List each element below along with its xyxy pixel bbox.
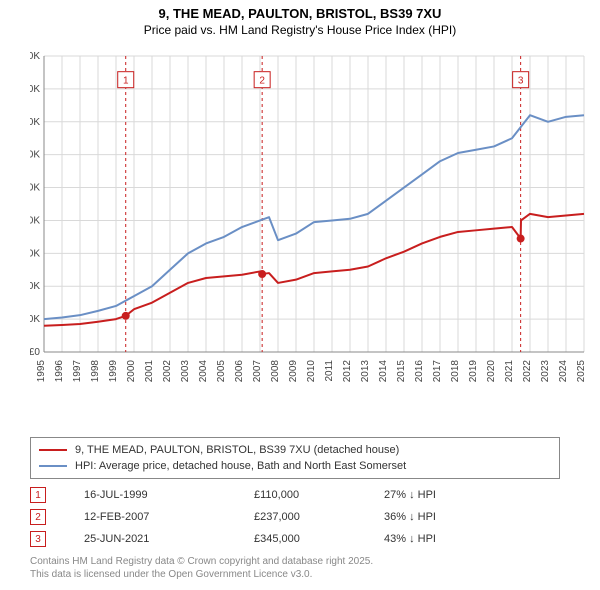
svg-text:2009: 2009 [288,360,299,383]
chart: £0 £100K £200K £300K £400K £500K £600K £700K £80… [30,52,590,392]
marker-number-icon: 2 [30,509,46,525]
table-row: 1 16-JUL-1999 £110,000 27% ↓ HPI [30,484,560,506]
svg-text:2012: 2012 [342,360,353,383]
svg-text:2004: 2004 [198,360,209,383]
sale-price: £237,000 [254,511,384,523]
sale-date: 12-FEB-2007 [84,511,254,523]
svg-text:1: 1 [123,76,129,87]
svg-text:2015: 2015 [396,360,407,383]
svg-text:£700K: £700K [30,117,40,128]
svg-text:2019: 2019 [468,360,479,383]
legend-item-price-paid: 9, THE MEAD, PAULTON, BRISTOL, BS39 7XU … [39,442,551,458]
svg-text:2005: 2005 [216,360,227,383]
legend-label: HPI: Average price, detached house, Bath… [75,460,406,472]
svg-text:£600K: £600K [30,150,40,161]
chart-title-line1: 9, THE MEAD, PAULTON, BRISTOL, BS39 7XU [0,0,600,21]
svg-text:£300K: £300K [30,248,40,259]
marker-number-icon: 1 [30,487,46,503]
svg-text:£100K: £100K [30,314,40,325]
legend: 9, THE MEAD, PAULTON, BRISTOL, BS39 7XU … [30,437,560,479]
sale-price: £345,000 [254,533,384,545]
legend-label: 9, THE MEAD, PAULTON, BRISTOL, BS39 7XU … [75,444,399,456]
sales-table: 1 16-JUL-1999 £110,000 27% ↓ HPI 2 12-FE… [30,484,560,550]
svg-text:£200K: £200K [30,281,40,292]
sale-hpi-diff: 43% ↓ HPI [384,533,504,545]
legend-item-hpi: HPI: Average price, detached house, Bath… [39,458,551,474]
svg-text:£800K: £800K [30,84,40,95]
table-row: 2 12-FEB-2007 £237,000 36% ↓ HPI [30,506,560,528]
svg-text:2014: 2014 [378,360,389,383]
table-row: 3 25-JUN-2021 £345,000 43% ↓ HPI [30,528,560,550]
svg-text:2003: 2003 [180,360,191,383]
svg-text:2023: 2023 [540,360,551,383]
svg-text:2018: 2018 [450,360,461,383]
svg-text:1998: 1998 [90,360,101,383]
chart-title-line2: Price paid vs. HM Land Registry's House … [0,21,600,37]
svg-text:1999: 1999 [108,360,119,383]
sale-price: £110,000 [254,489,384,501]
sale-hpi-diff: 36% ↓ HPI [384,511,504,523]
marker-number-icon: 3 [30,531,46,547]
sale-date: 16-JUL-1999 [84,489,254,501]
svg-text:£0: £0 [30,347,40,358]
svg-text:2013: 2013 [360,360,371,383]
svg-text:2010: 2010 [306,360,317,383]
svg-text:£400K: £400K [30,215,40,226]
svg-text:2006: 2006 [234,360,245,383]
svg-text:2002: 2002 [162,360,173,383]
svg-text:2011: 2011 [324,360,335,382]
svg-text:2: 2 [259,76,265,87]
svg-text:£500K: £500K [30,183,40,194]
svg-text:2001: 2001 [144,360,155,383]
sale-hpi-diff: 27% ↓ HPI [384,489,504,501]
svg-text:2020: 2020 [486,360,497,383]
svg-text:2007: 2007 [252,360,263,383]
svg-text:1997: 1997 [72,360,83,383]
footer-attribution: Contains HM Land Registry data © Crown c… [30,556,570,581]
svg-text:2008: 2008 [270,360,281,383]
svg-text:2016: 2016 [414,360,425,383]
sale-date: 25-JUN-2021 [84,533,254,545]
svg-text:£900K: £900K [30,52,40,62]
svg-text:2022: 2022 [522,360,533,383]
svg-text:1995: 1995 [36,360,47,383]
svg-text:1996: 1996 [54,360,65,383]
svg-text:3: 3 [518,76,524,87]
svg-text:2017: 2017 [432,360,443,383]
svg-text:2024: 2024 [558,360,569,383]
svg-text:2000: 2000 [126,360,137,383]
svg-text:2021: 2021 [504,360,515,383]
svg-text:2025: 2025 [576,360,587,383]
